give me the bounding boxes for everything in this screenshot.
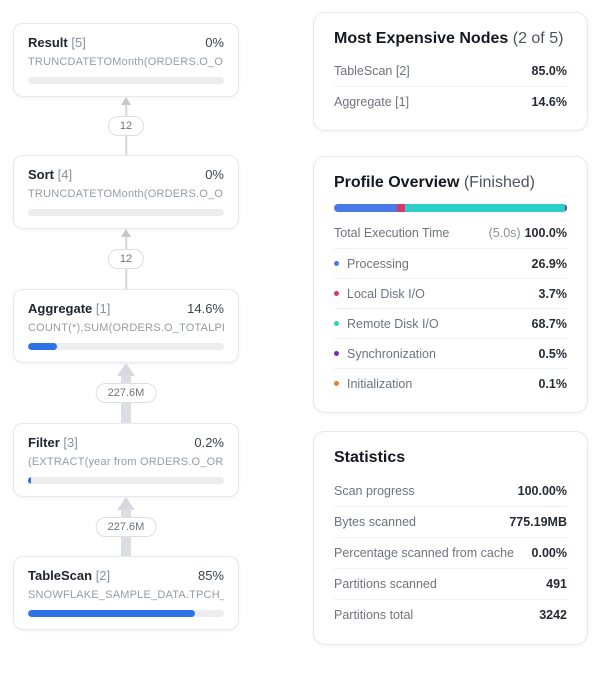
- panel-title: Most Expensive Nodes (2 of 5): [334, 30, 564, 47]
- node-percent: 0%: [205, 35, 224, 50]
- statistic-row: Percentage scanned from cache 0.00%: [334, 537, 567, 568]
- execution-time-bar-segment: [565, 204, 567, 212]
- profile-category-row: Synchronization 0.5%: [334, 338, 567, 368]
- panel-title: Profile Overview (Finished): [334, 174, 535, 191]
- statistic-row: Scan progress 100.00%: [334, 483, 567, 498]
- edge-connector: 227.6M: [13, 363, 239, 423]
- node-expression: SNOWFLAKE_SAMPLE_DATA.TPCH_SF1...: [28, 589, 224, 601]
- panel-subtitle: (Finished): [463, 174, 535, 191]
- profile-category-row: Local Disk I/O 3.7%: [334, 278, 567, 308]
- synchronization-dot-icon: [334, 351, 339, 356]
- node-expression: TRUNCDATETOMonth(ORDERS.O_ORDE...: [28, 188, 224, 200]
- side-panels: Most Expensive Nodes (2 of 5) TableScan …: [313, 12, 588, 645]
- node-card-aggregate[interactable]: Aggregate [1] 14.6% COUNT(*),SUM(ORDERS.…: [13, 289, 239, 363]
- node-card-filter[interactable]: Filter [3] 0.2% (EXTRACT(year from ORDER…: [13, 423, 239, 497]
- node-card-result[interactable]: Result [5] 0% TRUNCDATETOMonth(ORDERS.O_…: [13, 23, 239, 97]
- edge-connector: 12: [13, 229, 239, 289]
- profile-category-row: Remote Disk I/O 68.7%: [334, 308, 567, 338]
- remote-disk-io-dot-icon: [334, 321, 339, 326]
- most-expensive-nodes-panel: Most Expensive Nodes (2 of 5) TableScan …: [313, 12, 588, 131]
- panel-subtitle: (2 of 5): [512, 30, 564, 47]
- node-title: Aggregate [1]: [28, 301, 111, 316]
- total-execution-time-row: Total Execution Time (5.0s) 100.0%: [334, 226, 567, 240]
- arrow-up-icon: [121, 97, 131, 105]
- expensive-node-row[interactable]: TableScan [2] 85.0%: [334, 64, 567, 78]
- execution-time-bar-segment: [405, 204, 566, 212]
- node-expression: (EXTRACT(year from ORDERS.O_ORDER...: [28, 456, 224, 468]
- edge-connector: 12: [13, 97, 239, 155]
- arrow-up-icon: [121, 229, 131, 237]
- node-progress-fill: [28, 477, 31, 484]
- node-progress-track: [28, 610, 224, 617]
- edge-row-count: 12: [107, 249, 145, 269]
- statistics-panel: Statistics Scan progress 100.00% Bytes s…: [313, 431, 588, 645]
- node-title: Filter [3]: [28, 435, 78, 450]
- profile-category-row: Processing 26.9%: [334, 248, 567, 278]
- node-percent: 85%: [197, 568, 224, 583]
- edge-row-count: 227.6M: [95, 516, 157, 537]
- node-progress-fill: [28, 343, 57, 350]
- node-card-tablescan[interactable]: TableScan [2] 85% SNOWFLAKE_SAMPLE_DATA.…: [13, 556, 239, 630]
- node-title: TableScan [2]: [28, 568, 111, 583]
- edge-connector: 227.6M: [13, 497, 239, 556]
- node-card-sort[interactable]: Sort [4] 0% TRUNCDATETOMonth(ORDERS.O_OR…: [13, 155, 239, 229]
- node-percent: 14.6%: [187, 301, 224, 316]
- statistic-row: Partitions total 3242: [334, 599, 567, 630]
- node-expression: TRUNCDATETOMonth(ORDERS.O_ORDE...: [28, 56, 224, 68]
- total-execution-time-value: (5.0s) 100.0%: [488, 226, 567, 240]
- statistic-row: Bytes scanned 775.19MB: [334, 506, 567, 537]
- panel-title: Statistics: [334, 449, 406, 466]
- node-progress-track: [28, 477, 224, 484]
- profile-category-row: Initialization 0.1%: [334, 368, 567, 398]
- node-percent: 0%: [205, 167, 224, 182]
- node-expression: COUNT(*),SUM(ORDERS.O_TOTALPRICE): [28, 322, 224, 334]
- local-disk-io-dot-icon: [334, 291, 339, 296]
- execution-time-bar: [334, 204, 567, 212]
- profile-overview-panel: Profile Overview (Finished) Total Execut…: [313, 156, 588, 413]
- initialization-dot-icon: [334, 381, 339, 386]
- node-progress-track: [28, 343, 224, 350]
- processing-dot-icon: [334, 261, 339, 266]
- node-progress-track: [28, 209, 224, 216]
- statistic-row: Partitions scanned 491: [334, 568, 567, 599]
- execution-time-bar-segment: [334, 204, 397, 212]
- node-title: Result [5]: [28, 35, 86, 50]
- arrow-up-icon: [117, 363, 135, 376]
- operator-tree: Result [5] 0% TRUNCDATETOMonth(ORDERS.O_…: [13, 23, 239, 630]
- arrow-up-icon: [117, 497, 135, 510]
- execution-time-bar-segment: [396, 204, 406, 212]
- node-percent: 0.2%: [194, 435, 224, 450]
- edge-row-count: 227.6M: [95, 383, 157, 403]
- expensive-node-row[interactable]: Aggregate [1] 14.6%: [334, 86, 567, 116]
- node-title: Sort [4]: [28, 167, 73, 182]
- node-progress-track: [28, 77, 224, 84]
- edge-row-count: 12: [107, 116, 145, 136]
- node-progress-fill: [28, 610, 195, 617]
